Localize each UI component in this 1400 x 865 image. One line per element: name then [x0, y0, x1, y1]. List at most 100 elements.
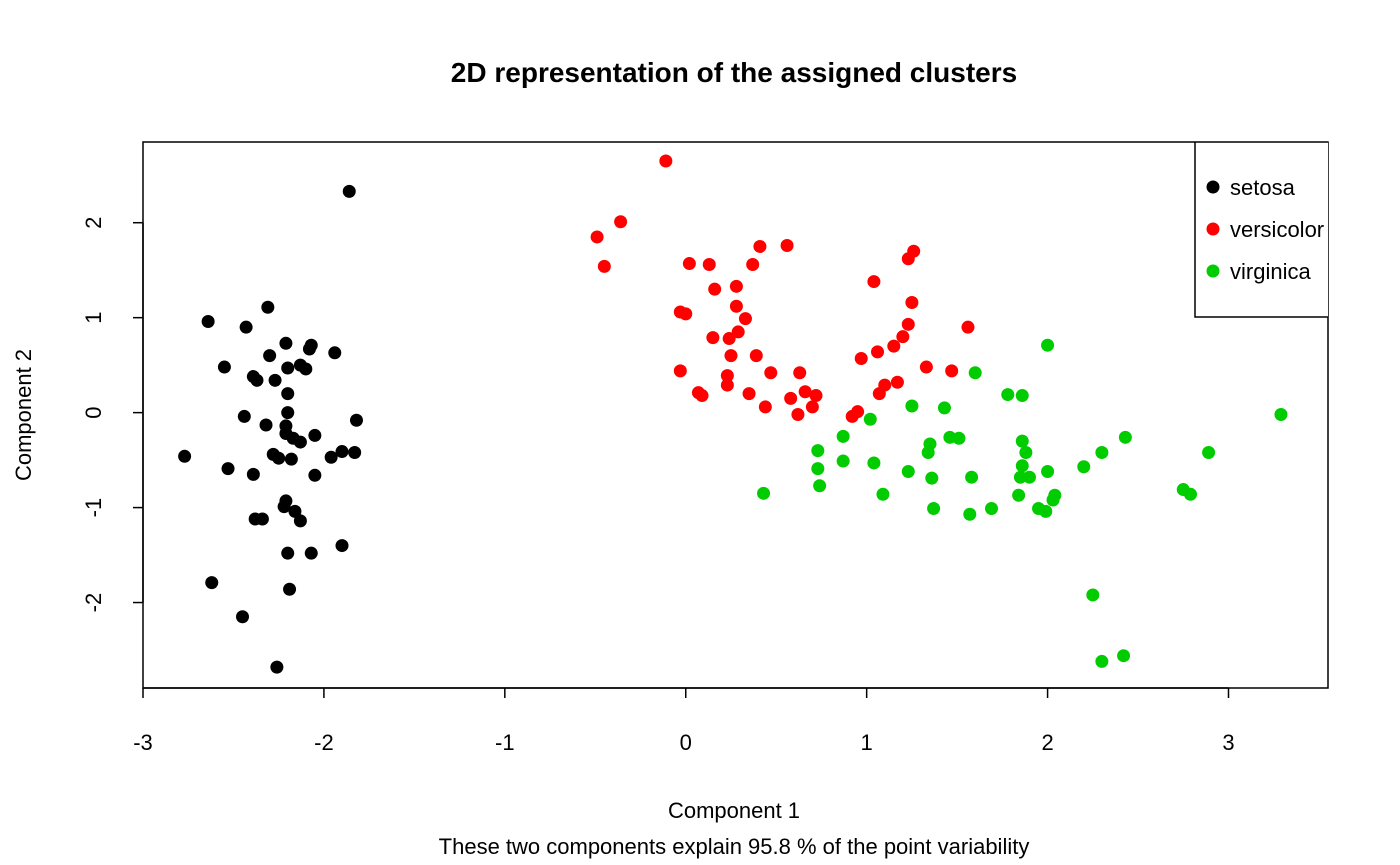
legend-label-virginica: virginica: [1230, 259, 1311, 284]
y-axis: -2 -1 0 1 2: [81, 217, 144, 613]
setosa-point: [221, 462, 235, 476]
virginica-point: [1041, 338, 1055, 352]
versicolor-point: [706, 331, 720, 345]
versicolor-point: [708, 282, 722, 296]
versicolor-point: [798, 385, 812, 399]
setosa-point: [308, 428, 322, 442]
virginica-point: [952, 431, 966, 445]
virginica-point: [1041, 464, 1055, 478]
virginica-point: [1013, 470, 1027, 484]
x-tick-label-0: 0: [680, 730, 692, 755]
versicolor-point: [945, 364, 959, 378]
x-tick-label-1: -1: [495, 730, 515, 755]
virginica-point: [1117, 649, 1131, 663]
setosa-point: [308, 468, 322, 482]
versicolor-point: [597, 259, 611, 273]
versicolor-point: [749, 349, 763, 363]
x-tick-label-3: 3: [1222, 730, 1234, 755]
setosa-point: [304, 546, 318, 560]
y-axis-label: Component 2: [11, 349, 36, 481]
legend-marker-versicolor: [1206, 222, 1220, 236]
setosa-point: [259, 418, 273, 432]
plot-frame: [142, 141, 1329, 689]
versicolor-point: [724, 349, 738, 363]
y-tick-label-2: -2: [81, 593, 106, 613]
setosa-point: [272, 451, 286, 465]
setosa-point: [284, 452, 298, 466]
setosa-point: [279, 336, 293, 350]
x-tick-label-1: 1: [861, 730, 873, 755]
setosa-point: [217, 360, 231, 374]
versicolor-point: [793, 366, 807, 380]
virginica-point: [811, 444, 825, 458]
setosa-point: [246, 467, 260, 481]
x-tick-label-2: 2: [1041, 730, 1053, 755]
versicolor-point: [720, 378, 734, 392]
setosa-point: [201, 314, 215, 328]
versicolor-point: [901, 252, 915, 266]
setosa-point: [328, 346, 342, 360]
x-axis: -3 -2 -1 0 1 2 3: [133, 687, 1235, 755]
points-layer: [178, 154, 1288, 674]
virginica-point: [1095, 654, 1109, 668]
virginica-point: [1015, 389, 1029, 403]
versicolor-point: [851, 405, 865, 419]
chart-title: 2D representation of the assigned cluste…: [451, 57, 1017, 88]
virginica-point: [937, 401, 951, 415]
versicolor-point: [738, 312, 752, 326]
virginica-point: [984, 502, 998, 516]
virginica-point: [965, 470, 979, 484]
versicolor-point: [872, 387, 886, 401]
virginica-point: [1001, 388, 1015, 402]
virginica-point: [867, 456, 881, 470]
versicolor-point: [784, 391, 798, 405]
virginica-point: [1015, 434, 1029, 448]
versicolor-point: [731, 325, 745, 339]
setosa-point: [293, 435, 307, 449]
setosa-point: [236, 610, 250, 624]
y-tick-label-2: 2: [81, 217, 106, 229]
setosa-point: [324, 450, 338, 464]
setosa-point: [270, 660, 284, 674]
versicolor-point: [809, 389, 823, 403]
setosa-point: [299, 362, 313, 376]
virginica-point: [1022, 470, 1036, 484]
setosa-point: [263, 349, 277, 363]
setosa-point: [348, 446, 362, 460]
versicolor-point: [901, 317, 915, 331]
virginica-point: [925, 471, 939, 485]
virginica-point: [968, 366, 982, 380]
virginica-point: [757, 486, 771, 500]
virginica-point: [1086, 588, 1100, 602]
versicolor-point: [742, 387, 756, 401]
legend-marker-setosa: [1206, 180, 1220, 194]
versicolor-point: [871, 345, 885, 359]
versicolor-point: [729, 279, 743, 293]
versicolor-point: [905, 295, 919, 309]
versicolor-point: [753, 239, 767, 253]
setosa-point: [250, 373, 264, 387]
virginica-point: [1202, 446, 1216, 460]
versicolor-point: [764, 366, 778, 380]
virginica-point: [963, 507, 977, 521]
virginica-point: [905, 399, 919, 413]
versicolor-point: [659, 154, 673, 168]
y-tick-label-0: 0: [81, 407, 106, 419]
versicolor-point: [896, 330, 910, 344]
x-tick-label-2: -2: [314, 730, 334, 755]
setosa-point: [335, 539, 349, 553]
setosa-point: [281, 406, 295, 420]
series-versicolor: [590, 154, 975, 423]
virginica-point: [876, 487, 890, 501]
setosa-point: [239, 320, 253, 334]
versicolor-point: [805, 400, 819, 414]
setosa-point: [283, 582, 297, 596]
series-setosa: [178, 184, 363, 674]
legend: setosa versicolor virginica: [1194, 142, 1328, 318]
versicolor-point: [590, 230, 604, 244]
setosa-point: [281, 387, 295, 401]
versicolor-point: [887, 339, 901, 353]
versicolor-point: [919, 360, 933, 374]
versicolor-point: [614, 215, 628, 229]
virginica-point: [1095, 446, 1109, 460]
